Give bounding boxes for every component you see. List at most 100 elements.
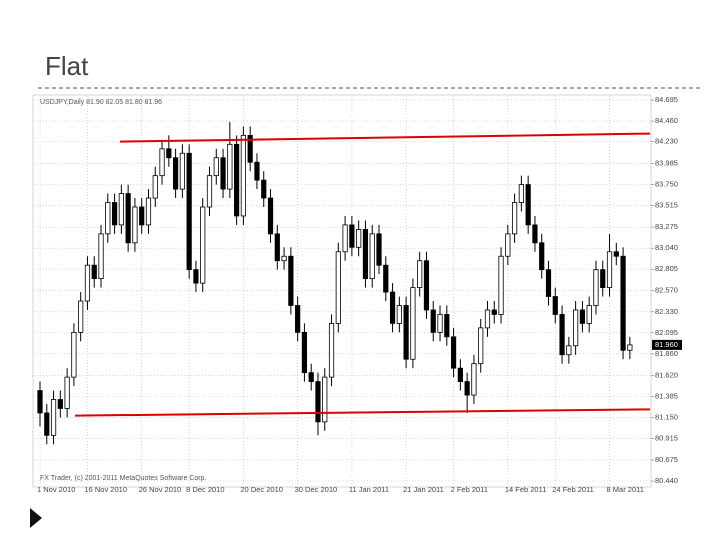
candle-body: [328, 323, 335, 378]
candle-body: [606, 251, 613, 288]
y-tick-label: 83.750: [655, 180, 678, 189]
candle-body: [478, 327, 484, 365]
candle-body: [206, 175, 213, 208]
candle-body: [213, 157, 219, 177]
candle-body: [295, 305, 301, 333]
candle-body: [308, 372, 314, 383]
candle-body: [335, 251, 341, 324]
candle-body: [532, 224, 538, 244]
candle-body: [139, 206, 145, 226]
candle-body: [111, 202, 118, 226]
candle-body: [593, 269, 599, 306]
candle-body: [247, 134, 253, 163]
candle-body: [267, 197, 274, 235]
y-tick-label: 83.040: [655, 243, 678, 252]
candle-body: [423, 260, 430, 311]
candle-body: [444, 314, 450, 338]
candle-body: [369, 233, 375, 280]
candle-body: [145, 197, 152, 226]
candle-body: [579, 309, 586, 324]
current-price-label: 81.960: [655, 340, 678, 349]
slide-title: Flat: [45, 51, 89, 81]
candle-body: [559, 314, 565, 356]
current-price-box: [652, 339, 682, 350]
candle-body: [84, 264, 91, 302]
candle-body: [240, 134, 246, 217]
x-tick-label: 24 Feb 2011: [552, 485, 594, 494]
candle-body: [627, 344, 633, 351]
candle-body: [125, 193, 131, 244]
chart-header: USDJPY,Daily 81.90 82.05 81.80 81.96: [40, 99, 162, 106]
bullet-arrow: [30, 508, 42, 528]
x-tick-label: 14 Feb 2011: [505, 485, 547, 494]
candle-body: [525, 184, 531, 226]
candle-body: [322, 376, 328, 423]
y-tick-label: 82.805: [655, 264, 678, 273]
candle-body: [200, 206, 206, 284]
candle-body: [396, 305, 402, 324]
candle-body: [98, 233, 104, 280]
candle-body: [159, 148, 165, 177]
candle-body: [301, 331, 308, 374]
x-tick-label: 20 Dec 2010: [240, 485, 283, 494]
candle-body: [227, 143, 233, 190]
candle-body: [505, 233, 511, 257]
candle-body: [464, 381, 470, 396]
candle-body: [545, 269, 552, 297]
candle-body: [342, 224, 348, 253]
candle-body: [518, 184, 524, 203]
candle-body: [620, 255, 626, 351]
candle-body: [512, 202, 518, 235]
candle-body: [64, 376, 70, 409]
candle-body: [193, 269, 199, 284]
candle-body: [437, 314, 443, 333]
candle-body: [274, 233, 280, 262]
candle-body: [450, 336, 457, 369]
x-tick-label: 1 Nov 2010: [37, 485, 75, 494]
candle-body: [471, 363, 477, 396]
candle-body: [166, 148, 172, 159]
x-tick-label: 2 Feb 2011: [451, 485, 488, 494]
candle-body: [491, 309, 497, 315]
candle-body: [78, 300, 84, 333]
candle-body: [356, 228, 362, 248]
candle-body: [600, 269, 606, 288]
candle-body: [566, 345, 572, 356]
candle-body: [50, 399, 57, 436]
x-tick-label: 8 Mar 2011: [607, 485, 644, 494]
y-tick-label: 84.460: [655, 116, 678, 125]
candle-body: [403, 305, 409, 360]
candle-body: [573, 309, 579, 347]
y-tick-label: 82.570: [655, 285, 678, 294]
x-tick-label: 21 Jan 2011: [403, 485, 444, 494]
y-tick-label: 84.695: [655, 95, 678, 104]
candle-body: [37, 390, 43, 414]
x-tick-label: 8 Dec 2010: [186, 485, 224, 494]
candle-body: [254, 161, 260, 181]
candle-body: [430, 309, 436, 333]
candle-body: [417, 260, 423, 288]
chart-frame: [32, 94, 652, 488]
y-tick-label: 81.620: [655, 370, 678, 379]
candle-body: [376, 233, 382, 266]
y-tick-label: 83.515: [655, 201, 678, 210]
candle-body: [288, 255, 294, 306]
candle-body: [389, 291, 396, 324]
trend-line: [74, 408, 651, 417]
candle-body: [383, 264, 389, 293]
x-tick-label: 30 Dec 2010: [295, 485, 338, 494]
candle-body: [71, 331, 77, 378]
candle-body: [118, 193, 124, 226]
candle-body: [261, 179, 267, 199]
y-tick-label: 80.915: [655, 433, 678, 442]
y-tick-label: 80.675: [655, 455, 678, 464]
candle-body: [315, 381, 321, 423]
candle-body: [586, 305, 592, 324]
trend-line: [119, 132, 651, 143]
x-tick-label: 11 Jan 2011: [349, 485, 389, 494]
y-tick-label: 80.440: [655, 476, 678, 485]
candle-body: [362, 228, 369, 280]
y-tick-label: 84.230: [655, 137, 678, 146]
candle-body: [44, 412, 50, 436]
candle-body: [91, 264, 97, 280]
